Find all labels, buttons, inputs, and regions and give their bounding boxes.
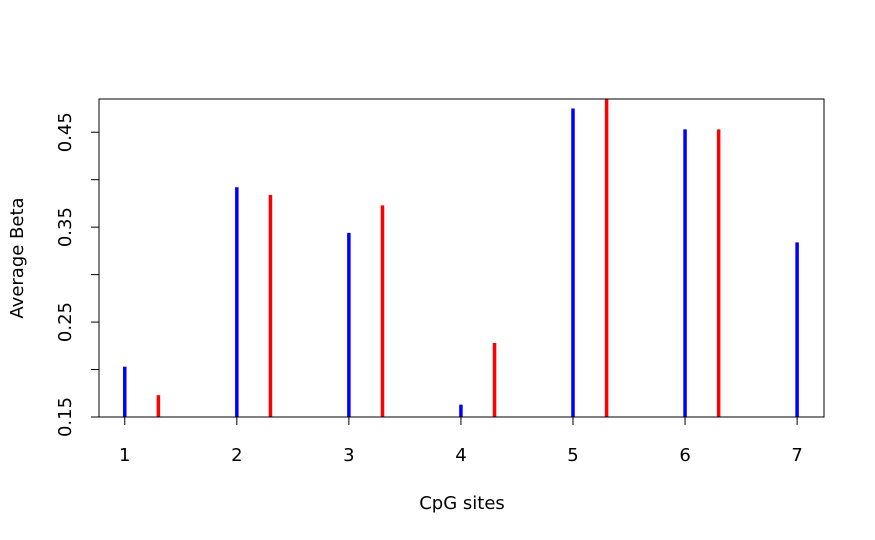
x-tick-label: 6 <box>679 445 690 466</box>
y-tick-label: 0.35 <box>55 207 76 247</box>
x-tick-label: 1 <box>119 445 130 466</box>
x-axis-title: CpG sites <box>419 493 505 514</box>
chart-marks <box>123 99 799 417</box>
y-axis: 0.15 0.25 0.35 0.45 <box>55 112 99 437</box>
x-axis: 1 2 3 4 5 6 7 <box>119 417 803 466</box>
x-tick-label: 2 <box>231 445 242 466</box>
x-tick-label: 4 <box>455 445 466 466</box>
y-tick-label: 0.15 <box>55 397 76 437</box>
y-axis-title: Average Beta <box>7 197 28 318</box>
x-tick-label: 5 <box>567 445 578 466</box>
x-tick-label: 3 <box>343 445 354 466</box>
x-tick-label: 7 <box>791 445 802 466</box>
plot-frame <box>98 98 825 418</box>
y-tick-label: 0.45 <box>55 112 76 152</box>
y-tick-label: 0.25 <box>55 302 76 342</box>
